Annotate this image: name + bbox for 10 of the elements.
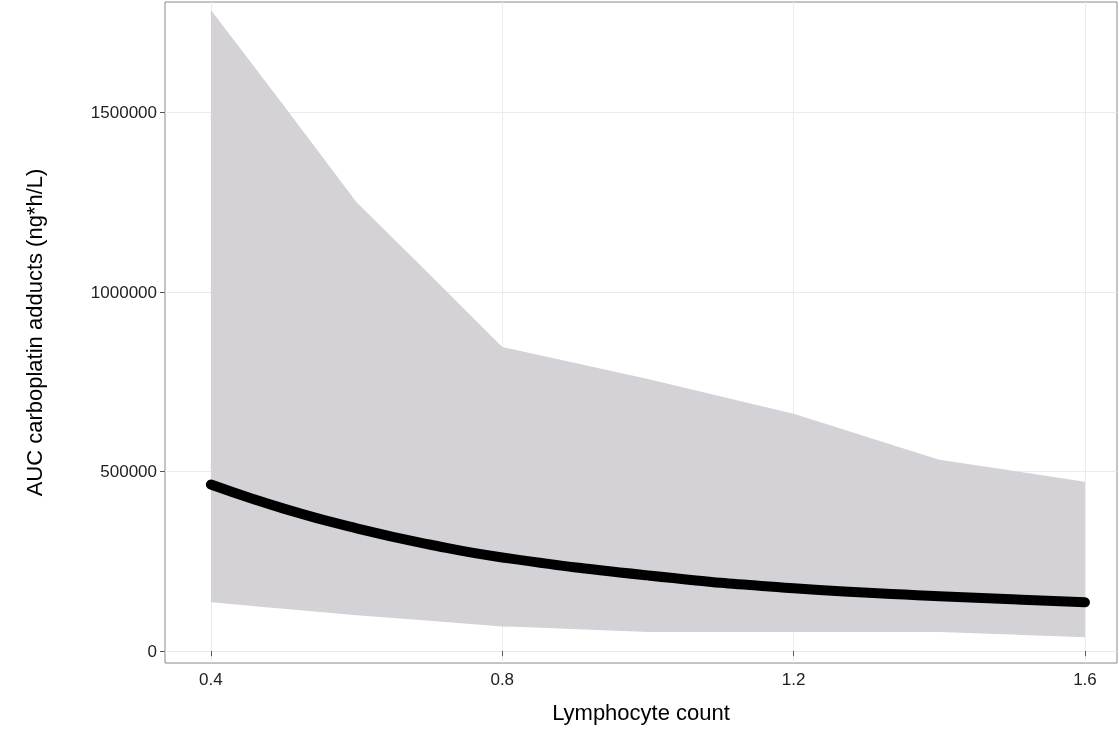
y-tick-label: 500000 bbox=[100, 462, 157, 482]
x-tick-label: 1.2 bbox=[781, 670, 806, 689]
y-tick-label: 0 bbox=[147, 641, 157, 661]
x-tick-label: 0.4 bbox=[199, 670, 223, 689]
x-tick-label: 0.8 bbox=[490, 670, 515, 689]
y-tick-label: 1500000 bbox=[90, 103, 157, 123]
x-axis-title: Lymphocyte count bbox=[552, 699, 730, 725]
x-tick-label: 1.6 bbox=[1073, 670, 1097, 689]
y-tick-label: 1000000 bbox=[90, 282, 157, 302]
y-axis-title: AUC carboplatin adducts (ng*h/L) bbox=[21, 168, 47, 497]
